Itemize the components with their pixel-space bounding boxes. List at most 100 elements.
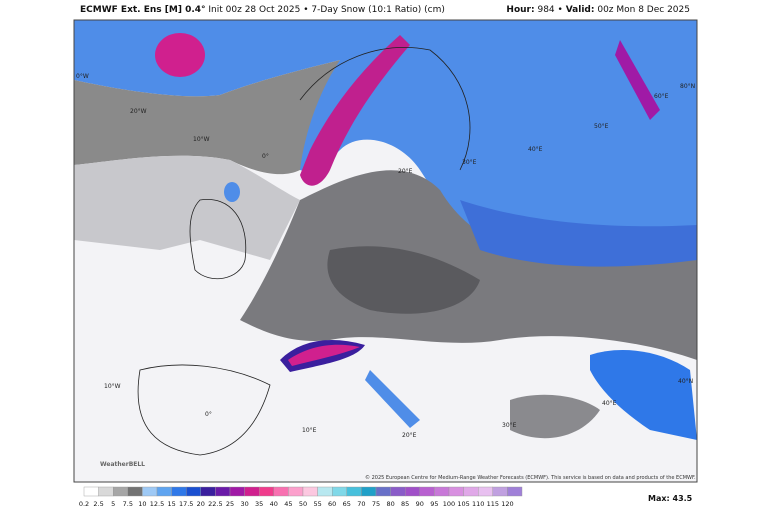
legend-label: 5 [111,500,115,508]
legend-swatch [200,486,216,497]
legend-label: 50 [299,500,307,508]
snow-gray-north [74,60,340,175]
graticule-label: 10°W [193,136,210,143]
legend-label: 55 [313,500,321,508]
snow-turkey [510,394,600,439]
graticule-label: 60°E [654,93,669,100]
map-frame [73,19,698,483]
legend-swatch [405,486,421,497]
legend-swatch [171,486,187,497]
legend-swatch [478,486,494,497]
snow-caucasus [590,350,697,440]
hour: 984 • [537,5,563,15]
snow-scotland [224,182,240,202]
graticule-label: 20°W [130,108,147,115]
graticule-label: 20°E [398,168,413,175]
legend-swatch [273,486,289,497]
legend-swatch [259,486,275,497]
hour-label: Hour: [506,5,535,15]
legend-swatch [361,486,377,497]
graticule-label: 20°E [402,432,417,439]
header-right: Hour: 984 • Valid: 00z Mon 8 Dec 2025 [506,5,690,15]
legend-label: 70 [357,500,365,508]
legend-label: 90 [416,500,424,508]
legend-swatch [507,486,523,497]
model: ECMWF Ext. Ens [M] 0.4° [80,5,206,15]
legend-swatch [317,486,333,497]
legend-swatch [463,486,479,497]
legend-swatch [244,486,260,497]
credit: © 2025 European Centre for Medium-Range … [365,474,696,481]
legend-label: 95 [430,500,438,508]
legend-swatch [375,486,391,497]
legend-swatch [98,486,114,497]
legend-label: 22.5 [208,500,222,508]
snow-darkgray [327,246,480,314]
legend-label: 120 [501,500,513,508]
snow-gray-central [240,170,697,360]
legend-swatch [112,486,128,497]
coastline [189,198,247,279]
legend-label: 65 [343,500,351,508]
graticule-label: 80°N [680,83,695,90]
graticule-label: 10°W [104,383,121,390]
legend-label: 35 [255,500,263,508]
legend-swatch [83,486,99,497]
graticule-label: 30°E [502,422,517,429]
legend-label: 75 [372,500,380,508]
snow-pink-norway [300,35,410,186]
legend-swatch [185,486,201,497]
legend-swatch [156,486,172,497]
legend-label: 12.5 [150,500,164,508]
legend-label: 60 [328,500,336,508]
graticule-label: 40°E [528,146,543,153]
legend-label: 115 [487,500,499,508]
valid: 00z Mon 8 Dec 2025 [597,5,690,15]
legend-swatch [434,486,450,497]
legend-label: 0.2 [79,500,89,508]
map-field [74,20,697,482]
legend-swatch [302,486,318,497]
legend-swatch [127,486,143,497]
graticule-label: 10°E [302,427,317,434]
graticule-label: 50°E [594,123,609,130]
legend-swatch [229,486,245,497]
legend-swatch [346,486,362,497]
snow-blue [74,20,697,274]
legend-label: 100 [443,500,455,508]
graticule-label: 0° [262,153,269,160]
legend-label: 110 [472,500,484,508]
legend-label: 105 [457,500,469,508]
snow-blue-dark [460,200,697,267]
legend-swatch [142,486,158,497]
legend-label: 85 [401,500,409,508]
graticule-label: 30°E [462,159,477,166]
legend-label: 7.5 [123,500,133,508]
legend-label: 30 [240,500,248,508]
legend-label: 15 [167,500,175,508]
header-left: ECMWF Ext. Ens [M] 0.4° Init 00z 28 Oct … [80,5,445,15]
legend-swatch [492,486,508,497]
graticule-label: 40°E [602,400,617,407]
max-value: Max: 43.5 [648,494,693,503]
graticule-label: 0°W [76,73,89,80]
graticule-label: 40°N [678,378,693,385]
legend-label: 10 [138,500,146,508]
snow-lightgray [74,155,300,260]
snow-balkans [365,370,420,428]
legend-label: 25 [226,500,234,508]
legend-label: 20 [197,500,205,508]
graticule-label: 0° [205,411,212,418]
legend-label: 17.5 [179,500,193,508]
legend-swatch [390,486,406,497]
logo: WeatherBELL [100,461,145,468]
legend-label: 2.5 [93,500,103,508]
snow-alps-pink [288,344,360,366]
init-info: Init 00z 28 Oct 2025 • 7-Day Snow (10:1 … [208,5,445,15]
snow-urals [615,40,660,120]
legend-swatch [419,486,435,497]
coastline [137,364,271,456]
valid-label: Valid: [565,5,595,15]
